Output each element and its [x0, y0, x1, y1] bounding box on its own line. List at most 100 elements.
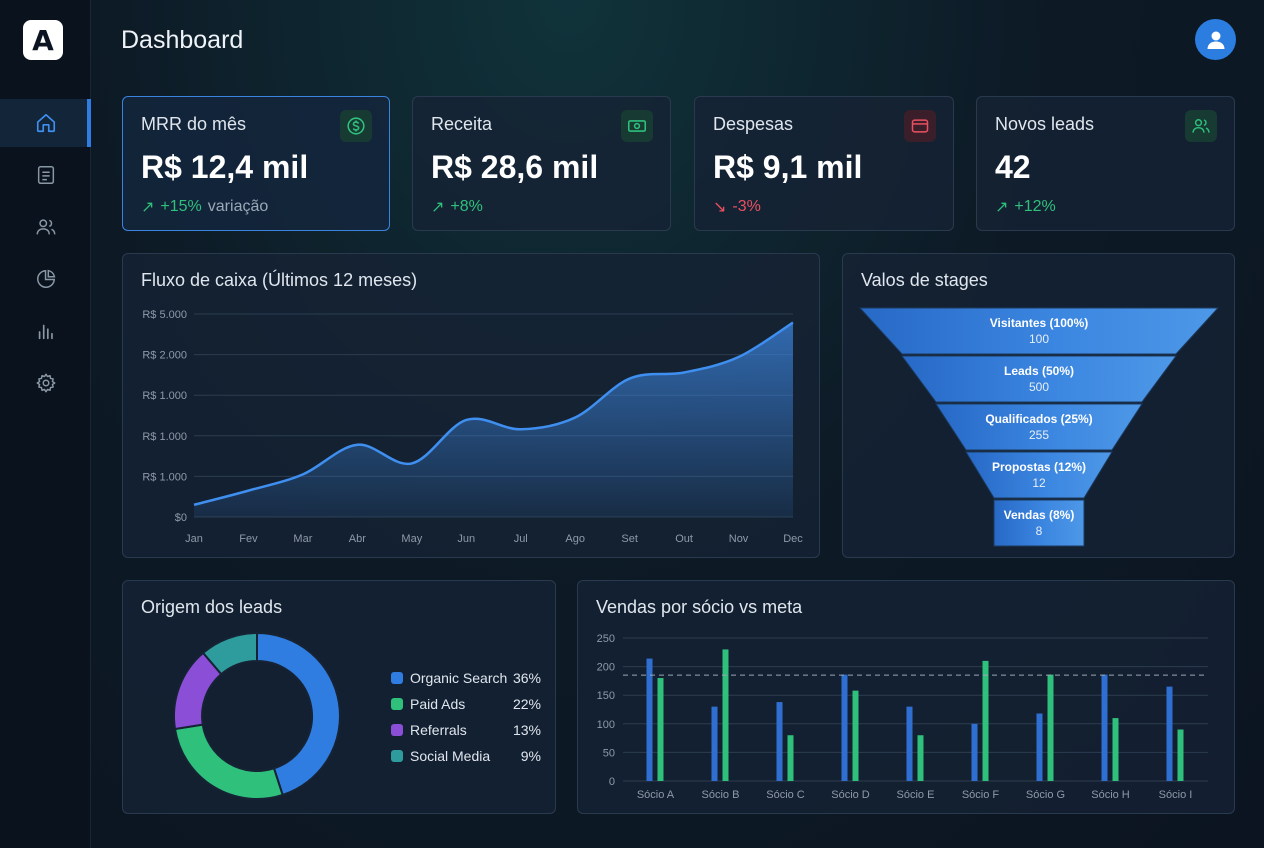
- y-tick-label: R$ 2.000: [142, 350, 187, 362]
- y-tick-label: $0: [175, 512, 187, 524]
- kpi-value: R$ 9,1 mil: [713, 149, 863, 185]
- x-tick-label: Jan: [185, 533, 203, 545]
- legend-percent: 9%: [520, 748, 541, 764]
- kpi-trend-value: +12%: [1014, 198, 1056, 215]
- sidebar-item-settings[interactable]: [0, 359, 91, 407]
- legend-swatch: [391, 724, 403, 736]
- kpi-trend-suffix: variação: [207, 198, 269, 215]
- x-tick-label: Sócio I: [1159, 789, 1193, 801]
- sidebar-item-analytics[interactable]: [0, 307, 91, 355]
- x-tick-label: Sócio H: [1091, 789, 1130, 801]
- y-tick-label: 200: [597, 662, 615, 674]
- x-tick-label: Sócio G: [1026, 789, 1065, 801]
- x-tick-label: Fev: [239, 533, 258, 545]
- sidebar-item-home[interactable]: [0, 99, 91, 147]
- bar-sócio-a-s1: [646, 658, 653, 781]
- users-icon: [1185, 110, 1217, 142]
- x-tick-label: Sócio A: [637, 789, 675, 801]
- x-tick-label: Abr: [349, 533, 366, 545]
- legend-item-referrals[interactable]: Referrals 13%: [391, 720, 541, 740]
- bar-sócio-c-s1: [776, 702, 783, 781]
- pie-chart-icon: [36, 269, 55, 288]
- bar-sócio-b-s1: [711, 706, 718, 781]
- x-tick-label: Dec: [783, 533, 803, 545]
- trend-down-icon: ↘: [713, 199, 727, 216]
- legend-item-paid-ads[interactable]: Paid Ads 22%: [391, 694, 541, 714]
- kpi-trend: ↗ +8%: [431, 197, 483, 217]
- x-tick-label: Out: [675, 533, 693, 545]
- funnel-stage: [935, 403, 1143, 451]
- funnel-stage-label: Visitantes (100%): [990, 316, 1089, 330]
- bar-sócio-i-s2: [1177, 729, 1184, 781]
- legend-swatch: [391, 672, 403, 684]
- card-title: Valos de stages: [861, 270, 988, 290]
- legend-percent: 13%: [512, 722, 541, 738]
- x-tick-label: Sócio F: [962, 789, 1000, 801]
- dollar-circle-icon: [340, 110, 372, 142]
- funnel-chart: Visitantes (100%) 100 Leads (50%) 500 Qualif…: [858, 307, 1220, 547]
- x-tick-label: Ago: [565, 533, 585, 545]
- funnel-stage-value: 12: [1032, 476, 1046, 490]
- kpi-title: Novos leads: [995, 114, 1095, 134]
- x-tick-label: Sócio E: [897, 789, 935, 801]
- kpi-trend-value: -3%: [732, 198, 761, 215]
- funnel-stage-label: Leads (50%): [1004, 364, 1074, 378]
- x-tick-label: Sócio C: [766, 789, 805, 801]
- bar-sócio-g-s2: [1047, 674, 1054, 781]
- x-tick-label: May: [401, 533, 422, 545]
- home-icon: [36, 113, 55, 133]
- kpi-card-mrr[interactable]: MRR do mês R$ 12,4 mil ↗ +15% variação: [122, 96, 390, 231]
- donut-slice-organic-search: [256, 631, 341, 797]
- user-avatar[interactable]: [1195, 19, 1236, 60]
- gear-icon: [36, 373, 55, 393]
- funnel-stage-value: 500: [1029, 380, 1049, 394]
- kpi-trend-value: +8%: [450, 198, 483, 215]
- funnel-stage: [965, 451, 1113, 499]
- legend-label: Organic Search: [410, 670, 508, 686]
- trend-up-icon: ↗: [431, 199, 445, 216]
- y-tick-label: R$ 1.000: [142, 390, 187, 402]
- kpi-card-new-leads[interactable]: Novos leads 42 ↗ +12%: [976, 96, 1235, 231]
- app-logo[interactable]: A: [23, 20, 63, 60]
- page-title: Dashboard: [121, 26, 244, 54]
- y-tick-label: 0: [609, 776, 615, 788]
- trend-up-icon: ↗: [141, 199, 155, 216]
- bar-sócio-d-s2: [852, 690, 859, 781]
- cashflow-chart: R$ 5.000 R$ 2.000 R$ 1.000 R$ 1.000 R$ 1.000…: [142, 309, 803, 545]
- bar-sócio-f-s2: [982, 660, 989, 781]
- bar-sócio-e-s2: [917, 735, 924, 781]
- sidebar-item-documents[interactable]: [0, 151, 91, 199]
- bar-sócio-i-s1: [1166, 686, 1173, 781]
- legend-item-social-media[interactable]: Social Media 9%: [391, 746, 541, 766]
- kpi-title: Receita: [431, 114, 493, 134]
- funnel-stage-label: Vendas (8%): [1004, 508, 1075, 522]
- sidebar-item-users[interactable]: [0, 203, 91, 251]
- y-tick-label: 100: [597, 719, 615, 731]
- legend-label: Social Media: [410, 748, 491, 764]
- sidebar-item-reports[interactable]: [0, 255, 91, 303]
- y-tick-label: R$ 1.000: [142, 431, 187, 443]
- kpi-title: Despesas: [713, 114, 794, 134]
- kpi-card-expenses[interactable]: Despesas R$ 9,1 mil ↘ -3%: [694, 96, 954, 231]
- bar-sócio-c-s2: [787, 735, 794, 781]
- legend-percent: 22%: [512, 696, 541, 712]
- y-tick-label: R$ 1.000: [142, 471, 187, 483]
- funnel-stage-label: Propostas (12%): [992, 460, 1086, 474]
- legend-item-organic-search[interactable]: Organic Search 36%: [391, 668, 541, 688]
- legend-percent: 36%: [512, 670, 541, 686]
- funnel-stage: [858, 307, 1220, 355]
- kpi-trend-value: +15%: [160, 198, 202, 215]
- kpi-value: R$ 12,4 mil: [141, 149, 309, 185]
- y-tick-label: 50: [603, 747, 615, 759]
- donut-slice-paid-ads: [173, 723, 284, 800]
- funnel-stage: [901, 355, 1177, 403]
- bar-sócio-g-s1: [1036, 713, 1043, 781]
- x-tick-label: Sócio B: [702, 789, 740, 801]
- cashflow-line: [193, 321, 794, 507]
- x-tick-label: Jul: [514, 533, 528, 545]
- trend-up-icon: ↗: [995, 199, 1009, 216]
- donut-slice-social-media: [201, 631, 258, 676]
- x-tick-label: Mar: [293, 533, 312, 545]
- kpi-card-revenue[interactable]: Receita R$ 28,6 mil ↗ +8%: [412, 96, 671, 231]
- x-tick-label: Sócio D: [831, 789, 870, 801]
